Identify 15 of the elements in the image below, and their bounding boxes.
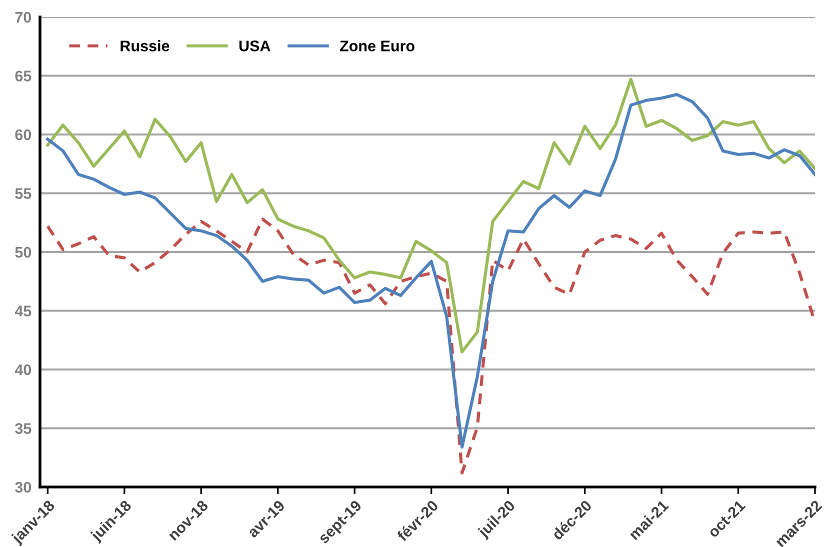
line-series <box>46 218 815 474</box>
y-tick-label: 35 <box>15 423 32 434</box>
y-tick-label: 55 <box>15 188 32 199</box>
legend-label: Zone Euro <box>340 40 414 52</box>
legend-label: Russie <box>120 40 170 52</box>
y-tick-label: 65 <box>15 70 32 82</box>
y-tick-label: 30 <box>15 482 32 493</box>
y-tick-label: 40 <box>14 364 32 376</box>
line-series <box>46 78 815 354</box>
y-tick-label: 50 <box>15 246 32 258</box>
legend-label: USA <box>239 40 270 52</box>
y-tick-label: 45 <box>14 306 32 316</box>
line-series <box>46 93 815 449</box>
y-tick-label: 60 <box>15 129 32 140</box>
y-tick-label: 70 <box>15 12 32 23</box>
